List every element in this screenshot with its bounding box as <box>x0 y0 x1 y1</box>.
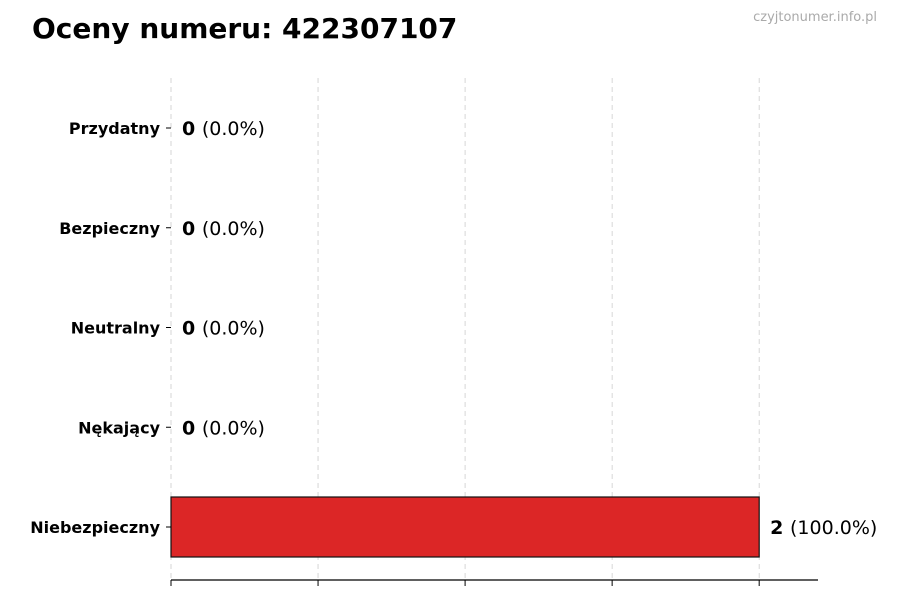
percent-label: (100.0%) <box>790 517 877 539</box>
value-label: 2 <box>770 517 790 539</box>
category-label: Neutralny <box>71 319 161 338</box>
data-label: 2 (100.0%) <box>770 517 877 539</box>
percent-label: (0.0%) <box>202 118 265 140</box>
data-label: 0 (0.0%) <box>182 118 265 140</box>
percent-label: (0.0%) <box>202 218 265 240</box>
value-label: 0 <box>182 118 202 140</box>
category-label: Bezpieczny <box>59 219 160 238</box>
data-label: 0 (0.0%) <box>182 218 265 240</box>
watermark: czyjtonumer.info.pl <box>753 10 877 25</box>
category-label: Nękający <box>78 418 160 437</box>
category-label: Niebezpieczny <box>30 518 160 537</box>
bar-Niebezpieczny <box>170 496 760 558</box>
value-label: 0 <box>182 318 202 340</box>
value-label: 0 <box>182 218 202 240</box>
data-label: 0 (0.0%) <box>182 318 265 340</box>
value-label: 0 <box>182 417 202 439</box>
percent-label: (0.0%) <box>202 318 265 340</box>
data-label: 0 (0.0%) <box>182 417 265 439</box>
category-label: Przydatny <box>69 119 161 138</box>
percent-label: (0.0%) <box>202 417 265 439</box>
chart-title: Oceny numeru: 422307107 <box>32 12 458 45</box>
